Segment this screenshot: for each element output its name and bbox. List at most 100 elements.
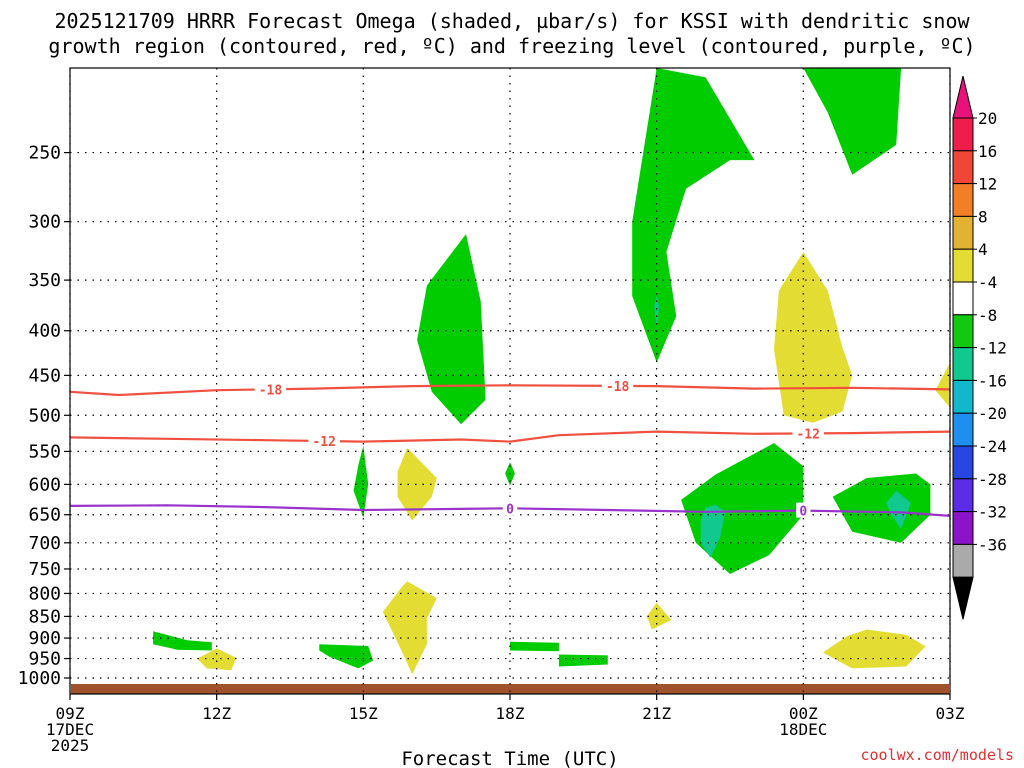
- colorbar: 20 16 12 8 4 -4 -8 -12 -16 -20 -24 -28 -32 -36: [952, 75, 1007, 620]
- dgz-minus18-contour-label-0: -18: [259, 383, 283, 398]
- omega-region-green-2: [417, 234, 486, 425]
- colorbar-label--28: -28: [978, 470, 1007, 489]
- x-tick-label-6-0: 15Z: [349, 704, 378, 723]
- colorbar-bin-10: [952, 445, 974, 480]
- x-tick-label-0-0: 09Z: [56, 704, 85, 723]
- y-tick-label-400: 400: [28, 321, 61, 342]
- y-tick-label-900: 900: [28, 628, 61, 649]
- colorbar-label--16: -16: [978, 371, 1007, 390]
- omega-region-yellow-19: [197, 648, 237, 671]
- chart-title-line2: growth region (contoured, red, ºC) and f…: [48, 34, 975, 58]
- dgz-minus18-contour-label-1: -18: [606, 380, 630, 395]
- colorbar-bin-4: [952, 248, 974, 283]
- ground-layer: [71, 684, 949, 694]
- dgz-minus12-contour-line: [70, 430, 950, 443]
- colorbar-bin-0: [952, 117, 974, 152]
- colorbar-bin-9: [952, 412, 974, 447]
- y-tick-label-600: 600: [28, 474, 61, 495]
- y-tick-label-350: 350: [28, 270, 61, 291]
- freezing-level-label-bg-1: [796, 502, 811, 518]
- colorbar-bin-6: [952, 314, 974, 349]
- colorbar-label--20: -20: [978, 404, 1007, 423]
- colorbar-label--24: -24: [978, 437, 1007, 456]
- contour-layer: -18 -18 -12 -12 0 0: [70, 377, 950, 520]
- dgz-minus12-contour-label-1: -12: [796, 427, 819, 442]
- omega-region-green-0: [632, 68, 755, 363]
- y-tick-label-650: 650: [28, 505, 61, 526]
- colorbar-bin-8: [952, 379, 974, 414]
- freezing-level-contour-label-1: 0: [799, 505, 807, 520]
- freezing-level-label-bg-0: [502, 500, 518, 516]
- y-tick-label-300: 300: [28, 212, 61, 233]
- colorbar-label-4: 4: [978, 240, 988, 259]
- x-tick-label-18-0: 03Z: [936, 704, 965, 723]
- colorbar-bin-3: [952, 215, 974, 250]
- colorbar-bin-1: [952, 150, 974, 185]
- y-tick-label-800: 800: [28, 583, 61, 604]
- x-tick-label-0-2: 2025: [51, 736, 90, 755]
- colorbar-bin-2: [952, 183, 974, 217]
- colorbar-bin-5: [952, 281, 974, 316]
- dgz-minus12-label-bg-1: [792, 425, 824, 441]
- omega-region-yellow-20: [822, 629, 926, 669]
- omega-region-yellow-18: [646, 602, 672, 630]
- omega-region-yellow-17: [382, 581, 437, 675]
- omega-region-yellow-14: [774, 252, 853, 423]
- colorbar-label-16: 16: [978, 142, 997, 161]
- colorbar-label--36: -36: [978, 535, 1007, 554]
- dgz-minus12-contour-label-0: -12: [312, 435, 335, 450]
- colorbar-label--32: -32: [978, 503, 1007, 522]
- y-tick-label-700: 700: [28, 533, 61, 554]
- colorbar-label-20: 20: [978, 109, 997, 128]
- colorbar-label--12: -12: [978, 339, 1007, 358]
- x-axis-label: Forecast Time (UTC): [401, 748, 618, 768]
- x-tick-label-3-0: 12Z: [202, 704, 231, 723]
- colorbar-label--8: -8: [978, 306, 997, 325]
- colorbar-top-arrow: [952, 75, 974, 119]
- chart-title-line1: 2025121709 HRRR Forecast Omega (shaded, …: [54, 9, 970, 33]
- omega-region-green-1: [803, 68, 902, 175]
- colorbar-bin-13: [952, 543, 974, 578]
- colorbar-bin-11: [952, 478, 974, 513]
- omega-region-green-9: [510, 641, 559, 652]
- colorbar-label-12: 12: [978, 175, 997, 194]
- y-tick-label-950: 950: [28, 649, 61, 670]
- x-tick-label-9-0: 18Z: [496, 704, 525, 723]
- freezing-level-contour-label-0: 0: [506, 502, 514, 517]
- y-tick-label-750: 750: [28, 559, 61, 580]
- colorbar-bottom-arrow: [952, 576, 974, 620]
- colorbar-label--4: -4: [978, 273, 997, 292]
- omega-region-teal-13: [886, 490, 911, 529]
- x-tick-label-15-0: 00Z: [789, 704, 818, 723]
- omega-region-green-7: [153, 631, 212, 651]
- y-tick-label-250: 250: [28, 143, 61, 164]
- y-tick-label-1000: 1000: [18, 668, 61, 689]
- omega-region-green-5: [681, 443, 804, 574]
- omega-shading-layer: [153, 68, 950, 675]
- colorbar-label-8: 8: [978, 207, 988, 226]
- omega-region-yellow-15: [935, 362, 950, 408]
- omega-region-green-3: [353, 445, 369, 518]
- omega-region-green-10: [558, 654, 608, 667]
- ground-surface-band: [71, 684, 949, 694]
- x-tick-label-15-1: 18DEC: [779, 720, 827, 739]
- y-tick-label-550: 550: [28, 441, 61, 462]
- dgz-minus18-label-bg-0: [254, 381, 287, 397]
- omega-region-green-6: [832, 473, 931, 543]
- dgz-minus18-label-bg-1: [601, 377, 634, 393]
- dgz-minus12-label-bg-0: [308, 433, 340, 449]
- credit-link[interactable]: coolwx.com/models: [860, 746, 1014, 764]
- colorbar-bin-7: [952, 347, 974, 381]
- x-tick-label-12-0: 21Z: [642, 704, 671, 723]
- y-tick-label-500: 500: [28, 405, 61, 426]
- omega-region-yellow-16: [397, 447, 437, 521]
- y-axis: 2503003504004505005506006507007508008509…: [18, 143, 70, 689]
- omega-region-teal-11: [654, 296, 660, 326]
- y-tick-label-850: 850: [28, 606, 61, 627]
- omega-region-teal-12: [700, 504, 726, 558]
- x-tick-label-0-1: 17DEC: [46, 720, 94, 739]
- colorbar-bin-12: [952, 511, 974, 545]
